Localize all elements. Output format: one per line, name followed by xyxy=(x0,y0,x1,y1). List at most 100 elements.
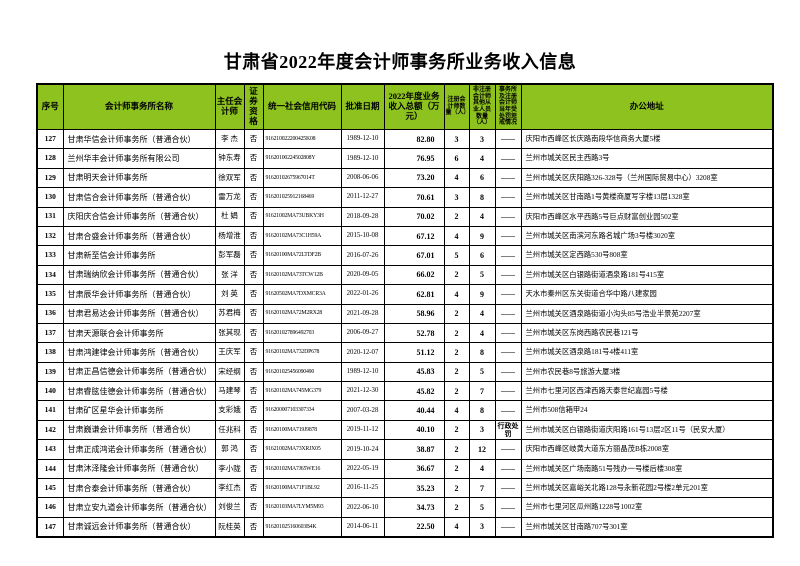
cell-office-address: 兰州市城关区广场南路51号残办一号楼后楼308室 xyxy=(520,458,774,480)
table-row: 142 甘肃巍谦会计师事务所（普通合伙） 任兆科 否 91620100MA719… xyxy=(36,419,774,441)
cell-revenue: 38.87 xyxy=(383,439,445,460)
cell-chief-accountant: 彭军磊 xyxy=(214,245,245,266)
cell-serial: 135 xyxy=(36,284,64,305)
cell-approval-date: 2018-09-28 xyxy=(340,206,385,227)
cell-credit-code: 91620102MA7J65WE16 xyxy=(262,458,342,480)
cell-firm-name: 甘肃瑞纳欣会计师事务所（普通合伙） xyxy=(62,264,216,286)
cell-credit-code: 91620102MA72M2RX28 xyxy=(262,303,342,324)
cell-securities-qualification: 否 xyxy=(243,419,264,441)
cell-approval-date: 2015-10-08 xyxy=(340,225,385,247)
cell-approval-date: 2020-09-05 xyxy=(340,264,385,286)
cell-cpa-count: 2 xyxy=(443,361,470,383)
cell-approval-date: 2016-07-26 xyxy=(340,245,385,266)
cell-penalty-status: —— xyxy=(494,167,522,189)
cell-office-address: 兰州市城关区白银路街道酒泉路181号415室 xyxy=(520,264,774,286)
cell-approval-date: 2020-12-07 xyxy=(340,342,385,363)
cell-penalty-status: —— xyxy=(494,148,522,169)
cell-office-address: 兰州市七里河区西津西路天泰世纪嘉园5号楼 xyxy=(520,381,774,402)
cell-serial: 141 xyxy=(36,400,64,421)
cell-revenue: 36.67 xyxy=(383,458,445,480)
cell-non-cpa-count: 5 xyxy=(468,264,496,286)
cell-non-cpa-count: 8 xyxy=(468,400,496,421)
cell-penalty-status: —— xyxy=(494,381,522,402)
cell-cpa-count: 2 xyxy=(443,303,470,324)
cell-chief-accountant: 张其现 xyxy=(214,322,245,344)
cell-non-cpa-count: 12 xyxy=(468,439,496,460)
cell-revenue: 70.02 xyxy=(383,206,445,227)
cell-non-cpa-count: 6 xyxy=(468,167,496,189)
cell-serial: 144 xyxy=(36,458,64,480)
cell-chief-accountant: 马建琴 xyxy=(214,381,245,402)
cell-cpa-count: 4 xyxy=(443,284,470,305)
cell-securities-qualification: 否 xyxy=(243,400,264,421)
cell-approval-date: 1989-12-10 xyxy=(340,148,385,169)
table-row: 136 甘肃君易达会计师事务所（普通合伙） 苏君梅 否 91620102MA72… xyxy=(36,303,774,324)
cell-credit-code: 916200007103307334 xyxy=(262,400,342,421)
table-row: 145 甘肃合泰会计师事务所（普通合伙） 李红杰 否 91620100MA71F… xyxy=(36,478,774,499)
cell-revenue: 58.96 xyxy=(383,303,445,324)
cell-securities-qualification: 否 xyxy=(243,167,264,189)
cell-approval-date: 2008-06-06 xyxy=(340,167,385,189)
cell-non-cpa-count: 8 xyxy=(468,342,496,363)
cell-office-address: 兰州市七里河区瓜州路1228号1002室 xyxy=(520,497,774,518)
cell-serial: 138 xyxy=(36,342,64,363)
column-header-chief: 主任会计师 xyxy=(214,83,245,130)
cell-cpa-count: 2 xyxy=(443,206,470,227)
table-row: 128 兰州华丰会计师事务所有限公司 钟东寿 否 916201002245028… xyxy=(36,148,774,169)
cell-credit-code: 91620100MA71F1BL92 xyxy=(262,478,342,499)
cell-chief-accountant: 郭 鸿 xyxy=(214,439,245,460)
cell-credit-code: 91620102675967014T xyxy=(262,167,342,189)
table-row: 133 甘肃新至信会计师事务所 彭军磊 否 91620100MA72LTDF2B… xyxy=(36,245,774,266)
cell-serial: 134 xyxy=(36,264,64,286)
cell-credit-code: 916201025456090490 xyxy=(262,361,342,383)
table-row: 137 甘肃天源联合会计师事务所 张其现 否 91620102789649270… xyxy=(36,322,774,344)
cell-office-address: 兰州市城关区嘉峪关北路128号永新花园2号楼2单元201室 xyxy=(520,478,774,499)
cell-penalty-status: —— xyxy=(494,516,522,538)
cell-non-cpa-count: 8 xyxy=(468,187,496,208)
cell-revenue: 22.50 xyxy=(383,516,445,538)
cell-serial: 127 xyxy=(36,128,64,150)
cell-penalty-status: —— xyxy=(494,478,522,499)
cell-securities-qualification: 否 xyxy=(243,497,264,518)
cell-office-address: 兰州市508信箱甲24 xyxy=(520,400,774,421)
cell-cpa-count: 4 xyxy=(443,400,470,421)
cell-securities-qualification: 否 xyxy=(243,284,264,305)
cell-credit-code: 91621002MA73XRJX05 xyxy=(262,439,342,460)
cell-credit-code: 916201025912168469 xyxy=(262,187,342,208)
table-row: 129 甘肃明天会计师事务所 徐双军 否 91620102675967014T … xyxy=(36,167,774,189)
cell-approval-date: 1989-12-10 xyxy=(340,361,385,383)
table-row: 140 甘肃睿胘佳德会计师事务所（普通合伙） 马建琴 否 91620102MA7… xyxy=(36,381,774,402)
cell-revenue: 35.23 xyxy=(383,478,445,499)
cell-penalty-status: —— xyxy=(494,128,522,150)
cell-approval-date: 2022-01-26 xyxy=(340,284,385,305)
cell-chief-accountant: 支彩娥 xyxy=(214,400,245,421)
table-row: 141 甘肃矿区星华会计师事务所 支彩娥 否 91620000710330733… xyxy=(36,400,774,421)
cell-office-address: 庆阳市西峰区水平西路5号巨点财富创业园502室 xyxy=(520,206,774,227)
cell-chief-accountant: 李小陇 xyxy=(214,458,245,480)
table-row: 134 甘肃瑞纳欣会计师事务所（普通合伙） 张 洋 否 91620102MA73… xyxy=(36,264,774,286)
cell-serial: 133 xyxy=(36,245,64,266)
cell-firm-name: 甘肃信合会计师事务所（普通合伙） xyxy=(62,187,216,208)
cell-firm-name: 甘肃鸿建律会计师事务所（普通合伙） xyxy=(62,342,216,363)
cell-credit-code: 91620100MA719J9878 xyxy=(262,419,342,441)
cell-firm-name: 甘肃辰华会计师事务所（普通合伙） xyxy=(62,284,216,305)
cell-cpa-count: 4 xyxy=(443,516,470,538)
cell-office-address: 兰州市城关区定西路530号808室 xyxy=(520,245,774,266)
column-header-code: 统一社会信用代码 xyxy=(262,83,342,130)
table-row: 144 甘肃沐泽隆会计师事务所（普通合伙） 李小陇 否 91620102MA7J… xyxy=(36,458,774,480)
table-body: 127 甘肃华信会计师事务所（普通合伙） 李 杰 否 9162100222004… xyxy=(36,128,774,538)
cell-serial: 140 xyxy=(36,381,64,402)
cell-firm-name: 甘肃君易达会计师事务所（普通合伙） xyxy=(62,303,216,324)
cell-serial: 142 xyxy=(36,419,64,441)
cell-approval-date: 2006-09-27 xyxy=(340,322,385,344)
column-header-revenue: 2022年度业务收入总额（万元） xyxy=(383,83,445,130)
cell-approval-date: 2014-06-11 xyxy=(340,516,385,538)
cell-cpa-count: 2 xyxy=(443,478,470,499)
cell-cpa-count: 4 xyxy=(443,167,470,189)
column-header-date: 批准日期 xyxy=(340,83,385,130)
cell-firm-name: 甘肃正成鸿诺会计师事务所（普通合伙） xyxy=(62,439,216,460)
cell-cpa-count: 2 xyxy=(443,458,470,480)
cell-serial: 137 xyxy=(36,322,64,344)
table-row: 146 甘肃立安九道会计师事务所（普通合伙） 刘俊兰 否 91620103MA7… xyxy=(36,497,774,518)
cell-firm-name: 甘肃沐泽隆会计师事务所（普通合伙） xyxy=(62,458,216,480)
